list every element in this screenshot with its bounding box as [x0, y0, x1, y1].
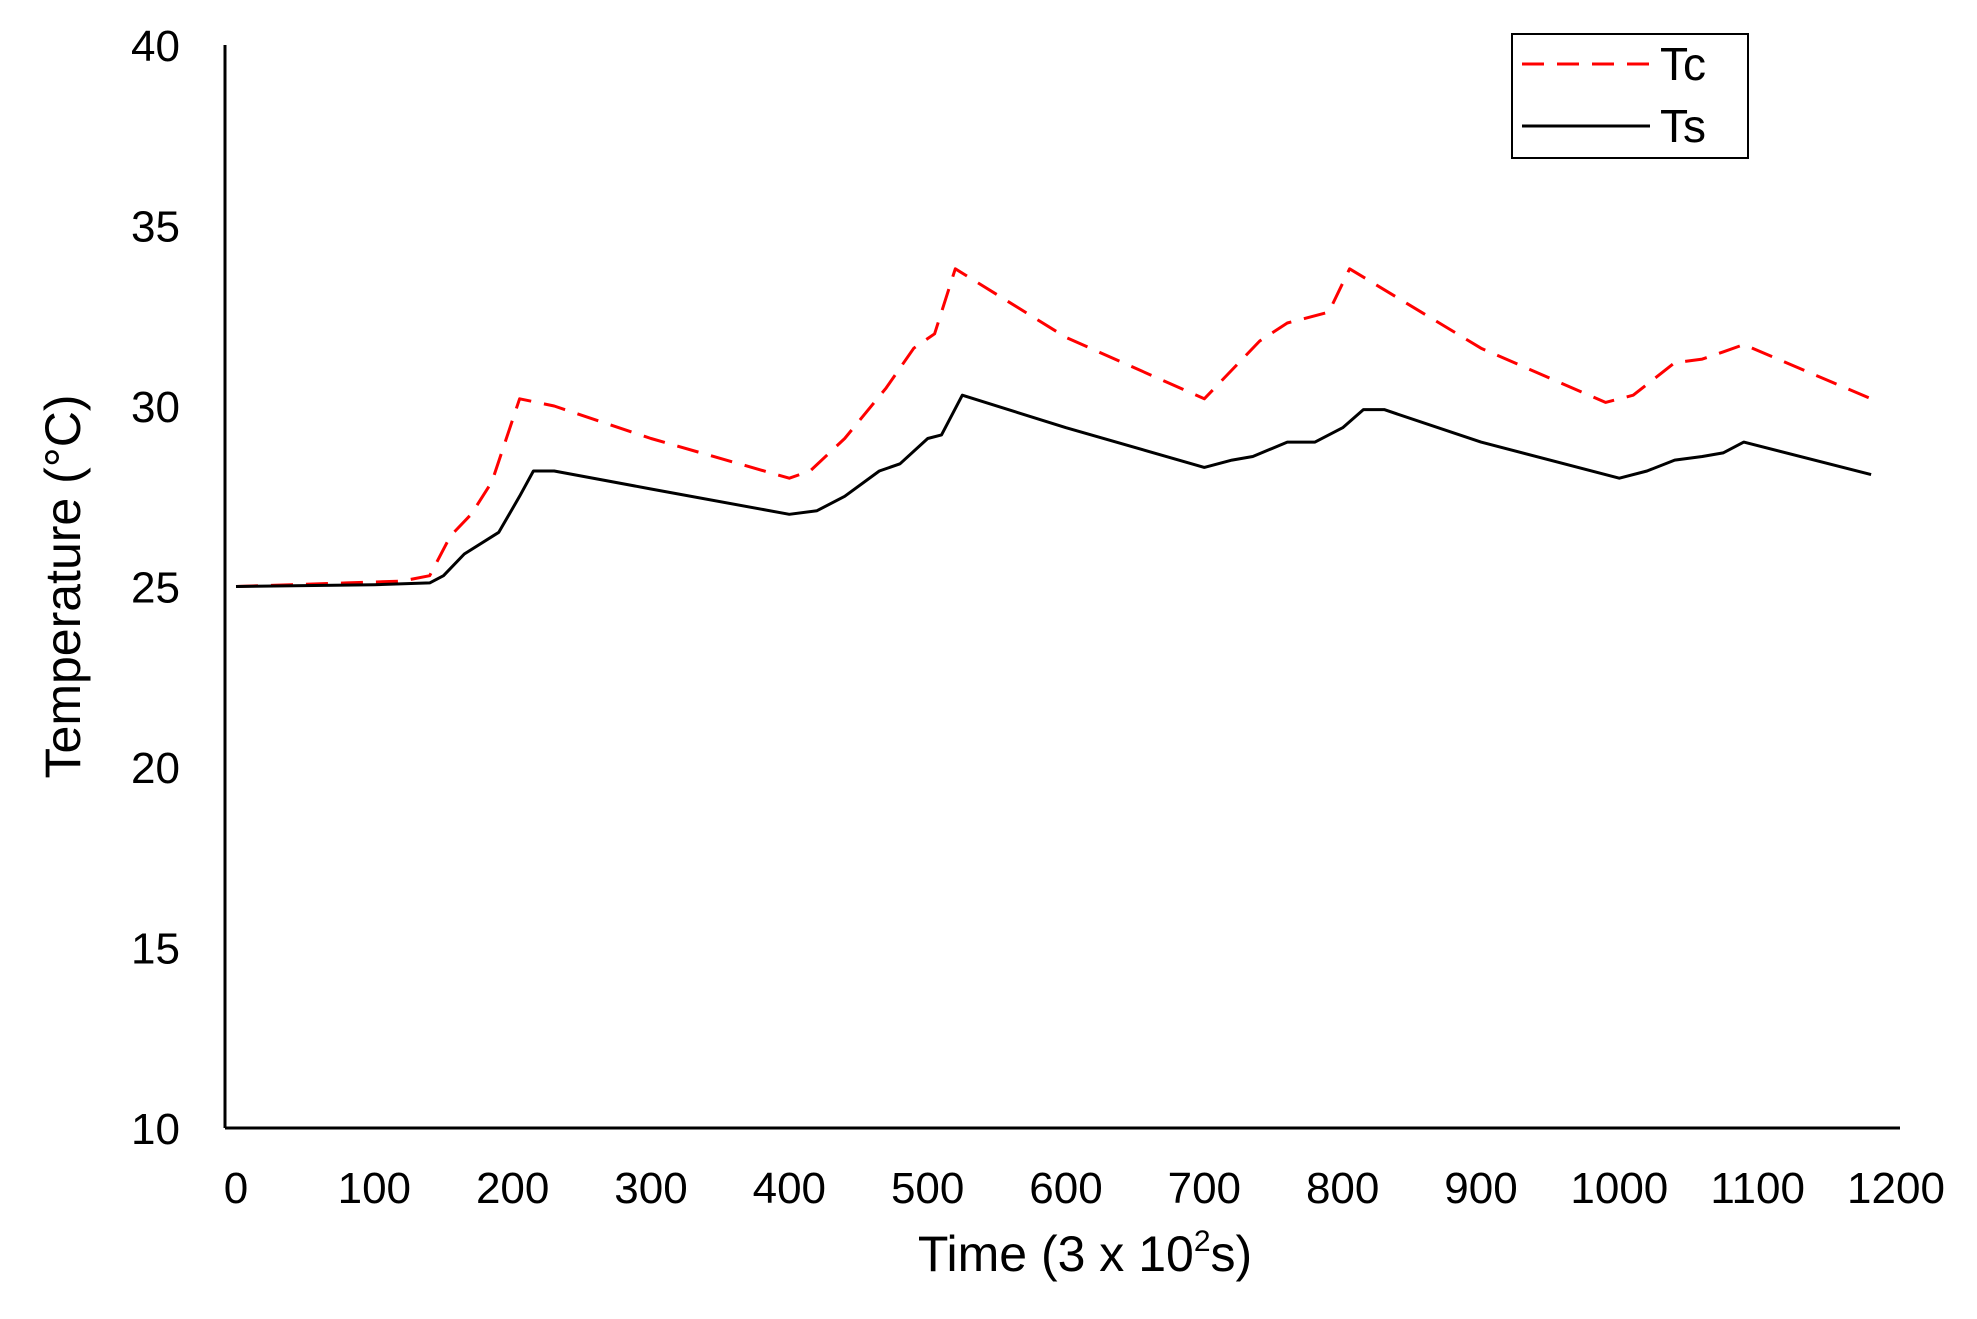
series-lines	[235, 267, 1872, 588]
x-tick-label: 300	[614, 1164, 687, 1213]
x-tick-label: 900	[1444, 1164, 1517, 1213]
x-tick-label: 200	[476, 1164, 549, 1213]
y-tick-label: 25	[131, 564, 180, 613]
legend-label-ts: Ts	[1660, 100, 1706, 152]
series-line-tc	[235, 267, 1872, 588]
x-tick-label: 1200	[1847, 1164, 1945, 1213]
y-tick-label: 40	[131, 22, 180, 71]
legend-label-tc: Tc	[1660, 38, 1706, 90]
x-tick-label: 100	[338, 1164, 411, 1213]
y-tick-label: 20	[131, 744, 180, 793]
x-tick-label: 1100	[1710, 1164, 1805, 1213]
y-tick-label: 35	[131, 203, 180, 252]
x-tick-label: 700	[1168, 1164, 1241, 1213]
y-tick-labels: 10 15 20 25 30 35 40	[131, 22, 180, 1154]
x-tick-label: 500	[891, 1164, 964, 1213]
x-axis-title-tail: s)	[1211, 1226, 1253, 1282]
x-axis-title-main: Time (3 x 10	[918, 1226, 1194, 1282]
x-tick-label: 1000	[1570, 1164, 1668, 1213]
x-axis-title: Time (3 x 102s)	[918, 1225, 1252, 1282]
x-tick-label: 800	[1306, 1164, 1379, 1213]
series-line-ts	[235, 393, 1872, 588]
y-tick-label: 15	[131, 925, 180, 974]
legend-box	[1511, 33, 1749, 159]
x-tick-labels: 0 100 200 300 400 500 600 700 800 900 1000 1100 1200	[224, 1164, 1945, 1213]
x-axis-title-superscript: 2	[1194, 1225, 1211, 1258]
axes	[223, 45, 1900, 1130]
x-tick-label: 400	[753, 1164, 826, 1213]
x-tick-label: 600	[1029, 1164, 1102, 1213]
legend: Tc Ts	[1511, 33, 1749, 159]
y-tick-label: 30	[131, 383, 180, 432]
y-axis-title: Temperature (°C)	[35, 395, 91, 779]
x-tick-label: 0	[224, 1164, 248, 1213]
y-tick-label: 10	[131, 1105, 180, 1154]
